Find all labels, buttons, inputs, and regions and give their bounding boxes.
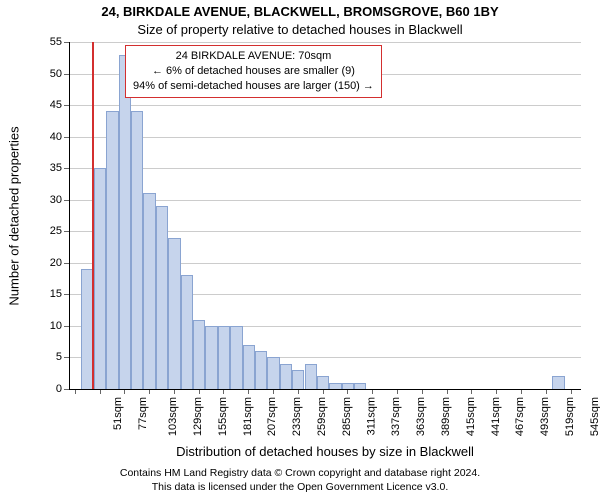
x-tick-label: 103sqm xyxy=(167,397,179,436)
chart-footer: Contains HM Land Registry data © Crown c… xyxy=(0,467,600,494)
histogram-bar xyxy=(205,326,217,389)
histogram-bar xyxy=(168,238,180,389)
x-tick-label: 545sqm xyxy=(589,397,600,436)
x-tick-label: 363sqm xyxy=(415,397,427,436)
chart-title-main: 24, BIRKDALE AVENUE, BLACKWELL, BROMSGRO… xyxy=(0,4,600,19)
histogram-bar xyxy=(218,326,230,389)
footer-line1: Contains HM Land Registry data © Crown c… xyxy=(0,467,600,481)
y-tick-label: 35 xyxy=(32,162,62,174)
histogram-bar xyxy=(193,320,205,389)
y-gridline xyxy=(69,105,581,106)
y-tick-label: 15 xyxy=(32,288,62,300)
histogram-bar xyxy=(255,351,267,389)
histogram-bar xyxy=(94,168,106,389)
chart-title-sub: Size of property relative to detached ho… xyxy=(0,22,600,37)
y-tick-label: 10 xyxy=(32,320,62,332)
y-tick-label: 5 xyxy=(32,351,62,363)
x-axis-line xyxy=(69,389,581,390)
y-tick-label: 50 xyxy=(32,68,62,80)
y-tick-label: 0 xyxy=(32,383,62,395)
x-tick-label: 415sqm xyxy=(465,397,477,436)
histogram-bar xyxy=(305,364,317,389)
histogram-bar xyxy=(552,376,564,389)
x-tick-label: 129sqm xyxy=(192,397,204,436)
x-tick-label: 467sqm xyxy=(514,397,526,436)
x-tick-label: 207sqm xyxy=(267,397,279,436)
annotation-line3: 94% of semi-detached houses are larger (… xyxy=(133,79,374,94)
histogram-bar xyxy=(292,370,304,389)
x-tick-label: 389sqm xyxy=(440,397,452,436)
histogram-bar xyxy=(131,111,143,389)
y-axis-title: Number of detached properties xyxy=(7,126,22,305)
y-tick-label: 20 xyxy=(32,257,62,269)
x-tick-label: 51sqm xyxy=(112,397,124,430)
x-tick-label: 181sqm xyxy=(242,397,254,436)
annotation-line2: ← 6% of detached houses are smaller (9) xyxy=(133,64,374,79)
histogram-bar xyxy=(119,55,131,389)
x-tick-label: 519sqm xyxy=(564,397,576,436)
y-tick-label: 45 xyxy=(32,99,62,111)
y-tick-label: 25 xyxy=(32,225,62,237)
x-tick-label: 77sqm xyxy=(137,397,149,430)
x-tick-label: 311sqm xyxy=(365,397,377,435)
x-tick-label: 259sqm xyxy=(316,397,328,436)
footer-line2: This data is licensed under the Open Gov… xyxy=(0,481,600,495)
x-tick-label: 441sqm xyxy=(490,397,502,436)
y-tick-label: 30 xyxy=(32,194,62,206)
x-tick-label: 233sqm xyxy=(291,397,303,436)
histogram-bar xyxy=(230,326,242,389)
x-tick-label: 493sqm xyxy=(539,397,551,436)
x-axis-title: Distribution of detached houses by size … xyxy=(69,444,581,459)
histogram-bar xyxy=(317,376,329,389)
y-tick-label: 40 xyxy=(32,131,62,143)
histogram-bar xyxy=(181,275,193,389)
histogram-bar xyxy=(280,364,292,389)
histogram-bar xyxy=(106,111,118,389)
chart-container: 24, BIRKDALE AVENUE, BLACKWELL, BROMSGRO… xyxy=(0,0,600,500)
histogram-bar xyxy=(143,193,155,389)
x-tick-label: 285sqm xyxy=(341,397,353,436)
y-axis-line xyxy=(69,42,70,389)
annotation-line1: 24 BIRKDALE AVENUE: 70sqm xyxy=(133,49,374,64)
y-gridline xyxy=(69,42,581,43)
histogram-bar xyxy=(267,357,279,389)
annotation-box: 24 BIRKDALE AVENUE: 70sqm ← 6% of detach… xyxy=(125,45,382,98)
histogram-bar xyxy=(243,345,255,389)
y-tick-label: 55 xyxy=(32,36,62,48)
y-gridline xyxy=(69,168,581,169)
y-gridline xyxy=(69,137,581,138)
histogram-bar xyxy=(156,206,168,389)
x-tick-label: 155sqm xyxy=(217,397,229,436)
reference-line xyxy=(92,42,94,389)
x-tick-label: 337sqm xyxy=(391,397,403,436)
